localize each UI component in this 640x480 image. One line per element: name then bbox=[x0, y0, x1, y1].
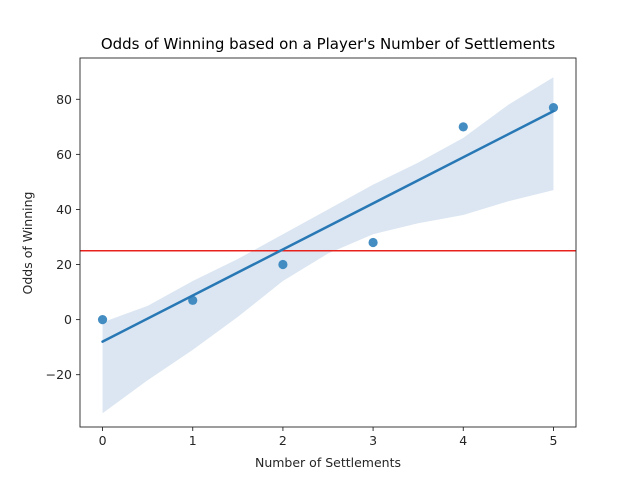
confidence-band bbox=[102, 77, 554, 414]
data-point bbox=[458, 122, 468, 132]
y-axis-label: Odds of Winning bbox=[20, 192, 35, 295]
x-tick-label: 4 bbox=[459, 433, 467, 448]
x-tick-label: 5 bbox=[549, 433, 557, 448]
y-tick-label: 0 bbox=[64, 312, 72, 327]
x-tick-label: 3 bbox=[369, 433, 377, 448]
chart-title: Odds of Winning based on a Player's Numb… bbox=[101, 35, 556, 53]
data-point bbox=[97, 315, 108, 325]
x-axis-label: Number of Settlements bbox=[255, 455, 401, 470]
axes: 0 1 2 3 4 5 −20 0 20 40 60 80 bbox=[46, 57, 577, 448]
x-tick-label: 1 bbox=[189, 433, 197, 448]
regression-line bbox=[101, 109, 555, 343]
x-tick-label: 2 bbox=[279, 433, 287, 448]
y-tick-label: 40 bbox=[56, 202, 72, 217]
y-tick-label: 20 bbox=[56, 257, 72, 272]
plot-area bbox=[80, 77, 576, 414]
y-tick-label: −20 bbox=[46, 367, 72, 382]
plot-frame bbox=[79, 57, 577, 428]
y-tick-label: 60 bbox=[56, 147, 72, 162]
y-tick-label: 80 bbox=[56, 92, 72, 107]
x-tick-label: 0 bbox=[99, 433, 107, 448]
data-point bbox=[548, 102, 559, 113]
data-point bbox=[368, 237, 378, 248]
data-point bbox=[278, 259, 288, 270]
